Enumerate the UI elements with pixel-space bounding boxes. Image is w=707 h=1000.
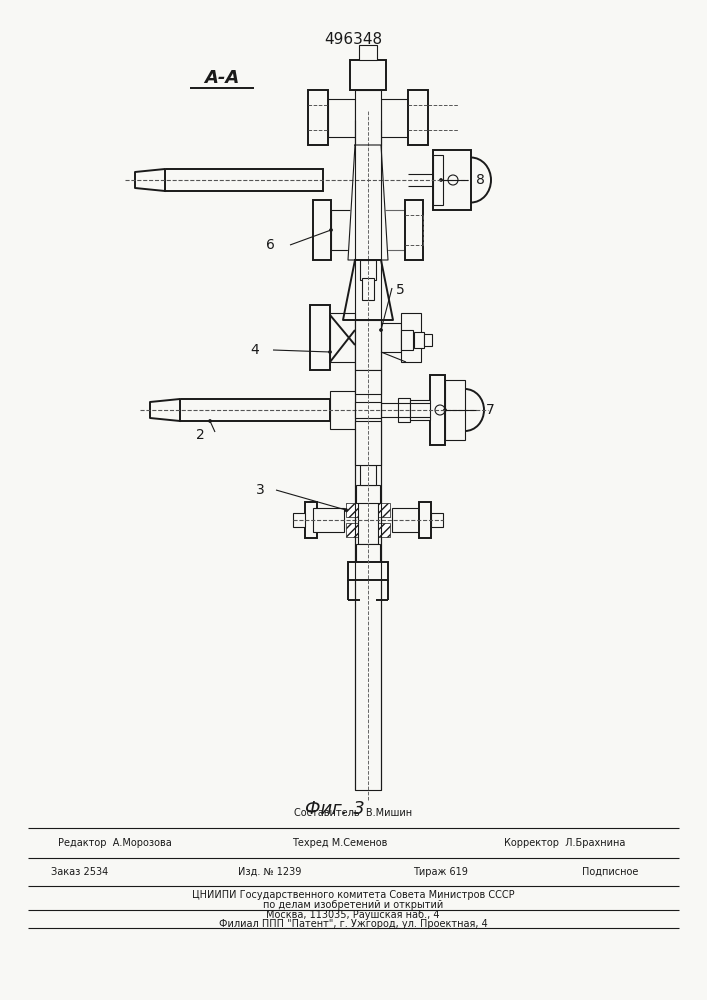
- Circle shape: [344, 508, 348, 512]
- Bar: [431, 513, 443, 527]
- Bar: [355, 120, 381, 790]
- Text: 5: 5: [396, 283, 404, 297]
- Polygon shape: [348, 145, 388, 260]
- Bar: [356, 485, 380, 503]
- Bar: [305, 502, 317, 538]
- Bar: [348, 562, 388, 580]
- Circle shape: [329, 351, 332, 354]
- Bar: [330, 313, 355, 362]
- Bar: [346, 523, 390, 537]
- Bar: [355, 421, 381, 465]
- Bar: [430, 375, 445, 445]
- Bar: [360, 465, 376, 485]
- Bar: [180, 399, 330, 421]
- Circle shape: [329, 229, 332, 232]
- Bar: [398, 398, 410, 422]
- Bar: [381, 323, 401, 352]
- Polygon shape: [135, 169, 165, 191]
- Bar: [355, 370, 381, 394]
- Bar: [310, 305, 330, 370]
- Text: 3: 3: [256, 483, 264, 497]
- Bar: [445, 380, 465, 440]
- Text: по делам изобретений и открытий: по делам изобретений и открытий: [263, 900, 443, 910]
- Text: Москва, 113035, Раушская наб., 4: Москва, 113035, Раушская наб., 4: [267, 910, 440, 920]
- Circle shape: [440, 178, 443, 182]
- Bar: [358, 496, 378, 544]
- Bar: [401, 313, 421, 362]
- Text: 8: 8: [476, 173, 484, 187]
- Polygon shape: [150, 399, 180, 421]
- Text: 4: 4: [250, 343, 259, 357]
- Circle shape: [380, 328, 382, 332]
- Bar: [362, 278, 374, 300]
- Bar: [350, 60, 386, 90]
- Bar: [405, 200, 423, 260]
- Text: 6: 6: [266, 238, 274, 252]
- Bar: [360, 260, 376, 280]
- Bar: [313, 508, 344, 532]
- Bar: [330, 391, 355, 429]
- Bar: [410, 400, 430, 420]
- Polygon shape: [343, 260, 393, 320]
- Bar: [392, 508, 423, 532]
- Text: 7: 7: [486, 403, 494, 417]
- Bar: [355, 90, 381, 145]
- Circle shape: [443, 408, 447, 412]
- Bar: [414, 332, 424, 348]
- Text: Редактор  А.Морозова: Редактор А.Морозова: [58, 838, 172, 848]
- Bar: [331, 210, 355, 250]
- Bar: [359, 45, 377, 60]
- Text: А-А: А-А: [204, 69, 240, 87]
- Bar: [381, 99, 408, 137]
- Text: Подписное: Подписное: [582, 867, 638, 877]
- Bar: [313, 200, 331, 260]
- Text: Заказ 2534: Заказ 2534: [52, 867, 109, 877]
- Text: Тираж 619: Тираж 619: [413, 867, 467, 877]
- Bar: [433, 155, 443, 205]
- Bar: [408, 90, 428, 145]
- Text: ЦНИИПИ Государственного комитета Совета Министров СССР: ЦНИИПИ Государственного комитета Совета …: [192, 890, 514, 900]
- Text: Филиал ППП "Патент", г. Ужгород, ул. Проектная, 4: Филиал ППП "Патент", г. Ужгород, ул. Про…: [218, 919, 487, 929]
- Text: Фиг. 3: Фиг. 3: [305, 800, 365, 818]
- Bar: [424, 334, 432, 346]
- Bar: [165, 169, 323, 191]
- Bar: [355, 320, 381, 370]
- Bar: [346, 503, 390, 517]
- Bar: [419, 502, 431, 538]
- Bar: [293, 513, 305, 527]
- Bar: [401, 330, 413, 350]
- Bar: [355, 205, 381, 255]
- Text: Корректор  Л.Брахнина: Корректор Л.Брахнина: [504, 838, 626, 848]
- Circle shape: [209, 420, 211, 422]
- Bar: [433, 150, 471, 210]
- Bar: [381, 210, 405, 250]
- Bar: [328, 99, 355, 137]
- Bar: [355, 402, 381, 418]
- Bar: [356, 544, 380, 562]
- Text: Изд. № 1239: Изд. № 1239: [238, 867, 302, 877]
- Text: 2: 2: [196, 428, 204, 442]
- Text: Составитель  В.Мишин: Составитель В.Мишин: [294, 808, 412, 818]
- Text: 496348: 496348: [324, 32, 382, 47]
- Bar: [308, 90, 328, 145]
- Text: Техред М.Семенов: Техред М.Семенов: [292, 838, 387, 848]
